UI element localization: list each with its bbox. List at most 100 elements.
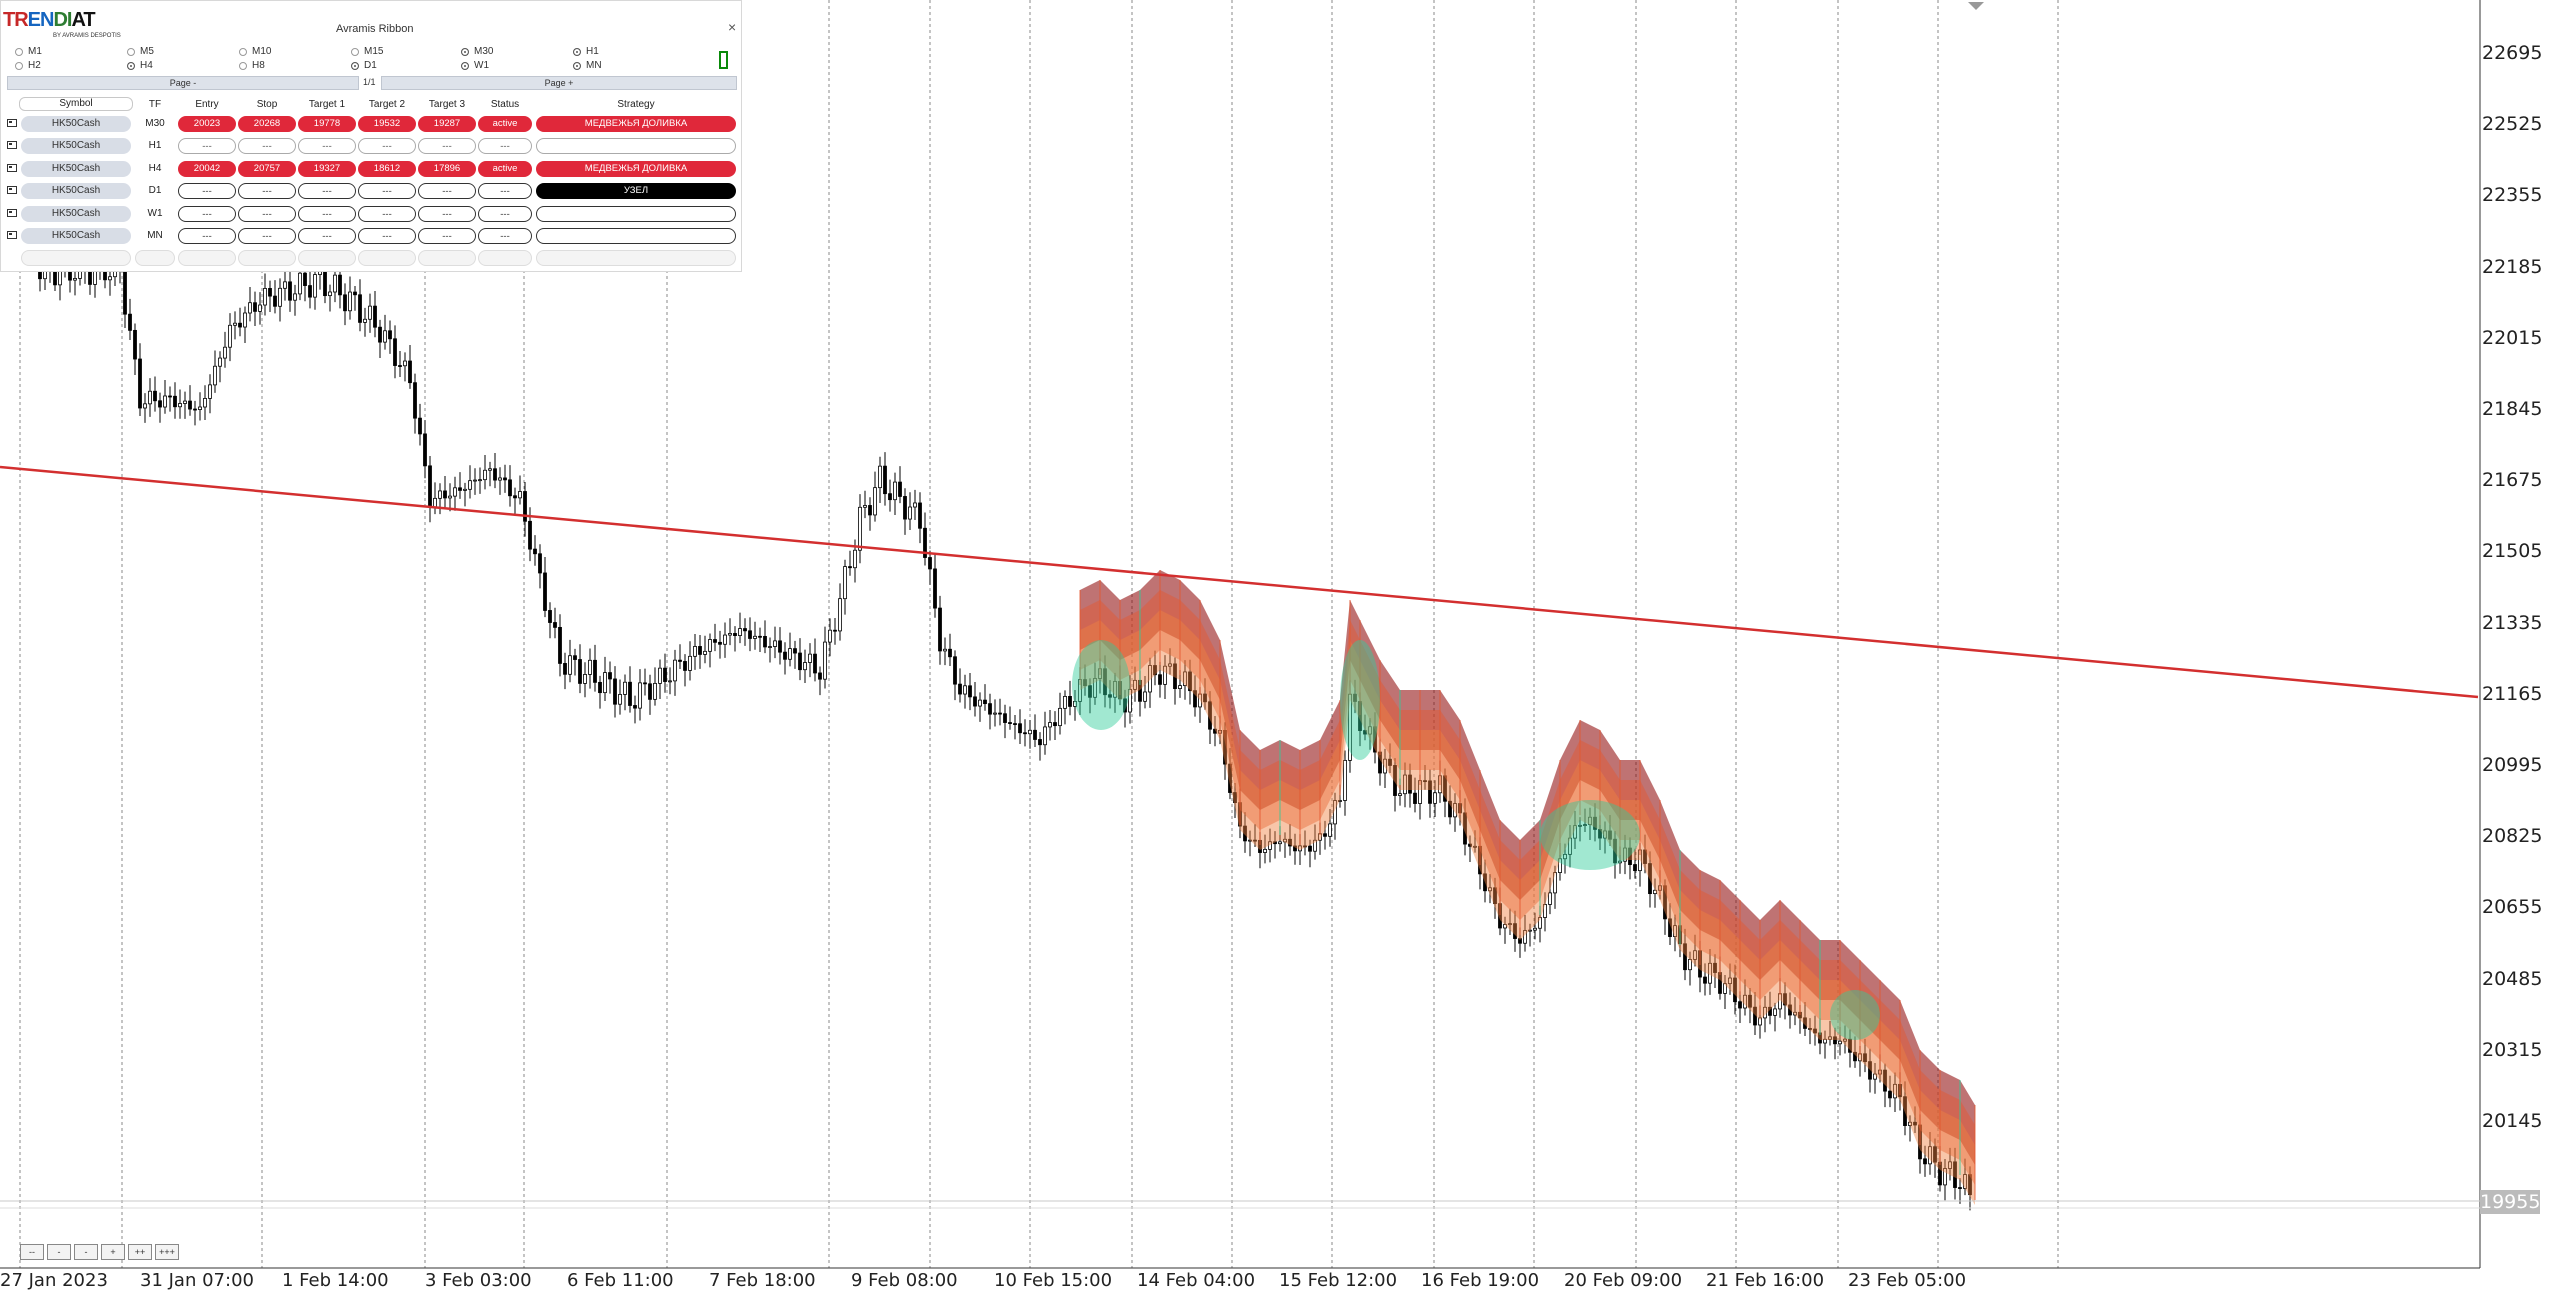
timeframe-option-h2[interactable]: H2 <box>15 60 41 71</box>
page-next-button[interactable]: Page + <box>381 76 737 90</box>
date-tick-label: 20 Feb 09:00 <box>1564 1270 1683 1291</box>
table-row-mn[interactable]: HK50Cash MN --- --- --- --- --- --- <box>1 227 741 245</box>
radio-icon[interactable] <box>573 47 581 56</box>
radio-icon[interactable] <box>461 47 469 56</box>
timeframe-option-m30[interactable]: M30 <box>461 46 493 57</box>
candle-body <box>1563 853 1567 860</box>
candle-body <box>1748 994 1752 1008</box>
table-row-w1[interactable]: HK50Cash W1 --- --- --- --- --- --- <box>1 205 741 223</box>
candle-body <box>978 699 982 707</box>
candle-body <box>983 699 987 705</box>
candle-body <box>308 285 312 298</box>
symbol-cell[interactable]: HK50Cash <box>21 160 131 177</box>
candle-body <box>288 281 292 301</box>
candle-body <box>1603 830 1607 839</box>
symbol-cell[interactable]: HK50Cash <box>21 183 131 200</box>
scroll-button[interactable]: +++ <box>155 1244 179 1260</box>
scroll-button[interactable]: + <box>101 1244 125 1260</box>
candle-body <box>1313 839 1317 852</box>
radio-icon[interactable] <box>127 61 135 70</box>
table-row-m30[interactable]: HK50Cash M30 20023 20268 19778 19532 19287 acti… <box>1 115 741 133</box>
timeframe-label: M5 <box>140 46 154 57</box>
radio-icon[interactable] <box>239 47 247 56</box>
symbol-cell[interactable]: HK50Cash <box>21 138 131 155</box>
candle-body <box>1428 780 1432 804</box>
close-icon[interactable]: × <box>728 19 737 35</box>
candle-body <box>793 648 797 654</box>
candle-body <box>1623 847 1627 862</box>
candle-body <box>1758 1017 1762 1026</box>
radio-icon[interactable] <box>127 47 135 56</box>
candle-body <box>1843 1038 1847 1042</box>
radio-icon[interactable] <box>15 61 23 70</box>
candle-body <box>1568 837 1572 855</box>
timeframe-label: H2 <box>28 60 41 71</box>
t3-cell: --- <box>418 183 476 200</box>
status-cell: active <box>478 116 532 132</box>
candle-body <box>1863 1053 1867 1063</box>
price-tick-label: 20315 <box>2482 1038 2543 1061</box>
timeframe-option-d1[interactable]: D1 <box>351 60 377 71</box>
timeframe-option-h4[interactable]: H4 <box>127 60 153 71</box>
candle-body <box>1213 728 1217 734</box>
candle-body <box>1523 930 1527 944</box>
scroll-button[interactable]: ++ <box>128 1244 152 1260</box>
table-row-h1[interactable]: HK50Cash H1 --- --- --- --- --- --- <box>1 137 741 155</box>
symbol-cell[interactable]: HK50Cash <box>21 205 131 222</box>
entry-cell: 20023 <box>178 116 236 132</box>
candle-body <box>1888 1090 1892 1099</box>
t1-cell: --- <box>298 138 356 155</box>
candle-body <box>133 329 137 360</box>
candle-body <box>398 365 402 367</box>
candle-body <box>253 302 257 312</box>
chart-open-icon[interactable] <box>7 141 17 150</box>
price-tick-label: 21675 <box>2482 469 2543 492</box>
scroll-button[interactable]: - <box>74 1244 98 1260</box>
tf-cell: W1 <box>135 205 175 222</box>
page-prev-button[interactable]: Page - <box>7 76 359 90</box>
ribbon-green-zone <box>1830 990 1880 1040</box>
radio-icon[interactable] <box>15 47 23 56</box>
chart-open-icon[interactable] <box>7 119 17 127</box>
chart-open-icon[interactable] <box>7 163 17 172</box>
scroll-button[interactable]: -- <box>20 1244 44 1260</box>
timeframe-option-m10[interactable]: M10 <box>239 46 271 57</box>
radio-icon[interactable] <box>461 61 469 70</box>
candle-body <box>468 480 472 490</box>
chart-open-icon[interactable] <box>7 231 17 239</box>
candle-body <box>1553 872 1557 894</box>
timeframe-option-w1[interactable]: W1 <box>461 60 489 71</box>
timeframe-option-m1[interactable]: M1 <box>15 46 42 57</box>
timeframe-option-h8[interactable]: H8 <box>239 60 265 71</box>
radio-icon[interactable] <box>239 61 247 70</box>
radio-icon[interactable] <box>351 61 359 70</box>
candle-body <box>1803 1017 1807 1029</box>
radio-icon[interactable] <box>351 47 359 56</box>
radio-icon[interactable] <box>573 61 581 70</box>
candle-body <box>1443 775 1447 802</box>
candle-body <box>373 305 377 328</box>
candle-body <box>868 505 872 516</box>
chart-open-icon[interactable] <box>7 186 17 195</box>
scroll-button[interactable]: - <box>47 1244 71 1260</box>
table-row-h4[interactable]: HK50Cash H4 20042 20757 19327 18612 17896 activ… <box>1 160 741 178</box>
table-row-d1[interactable]: HK50Cash D1 --- --- --- --- --- --- УЗЕЛ <box>1 182 741 200</box>
symbol-cell[interactable]: HK50Cash <box>21 228 131 244</box>
t1-cell: --- <box>298 228 356 244</box>
candle-body <box>1903 1096 1907 1126</box>
candle-body <box>1373 726 1377 753</box>
tf-cell: H4 <box>135 160 175 177</box>
candle-body <box>1038 739 1042 746</box>
date-tick-label: 14 Feb 04:00 <box>1137 1270 1256 1291</box>
symbol-cell[interactable]: HK50Cash <box>21 116 131 132</box>
t1-cell: 19778 <box>298 116 356 132</box>
timeframe-option-mn[interactable]: MN <box>573 60 602 71</box>
candle-body <box>1228 763 1232 793</box>
timeframe-option-h1[interactable]: H1 <box>573 46 599 57</box>
timeframe-option-m15[interactable]: M15 <box>351 46 383 57</box>
timeframe-option-m5[interactable]: M5 <box>127 46 154 57</box>
chart-open-icon[interactable] <box>7 208 17 217</box>
date-tick-label: 7 Feb 18:00 <box>709 1270 816 1291</box>
candle-body <box>798 652 802 671</box>
